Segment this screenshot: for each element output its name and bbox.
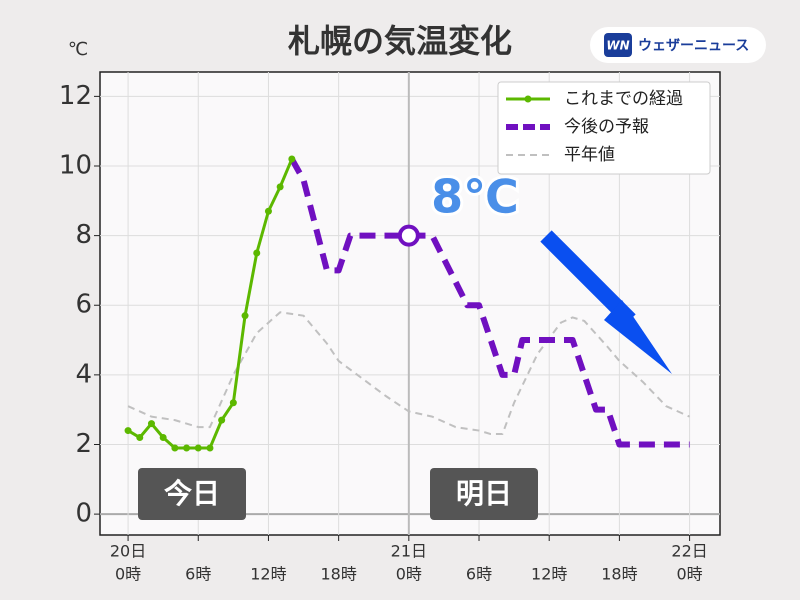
y-tick-label: 4 xyxy=(75,359,92,389)
legend-box xyxy=(497,81,711,175)
data-point xyxy=(183,444,191,452)
current-marker xyxy=(397,224,420,247)
y-tick-label: 6 xyxy=(75,290,92,320)
legend-label: 今後の予報 xyxy=(564,117,649,137)
y-tick-label: 12 xyxy=(59,81,92,111)
today-box xyxy=(138,468,246,520)
data-point xyxy=(253,249,261,257)
series-line xyxy=(127,311,690,436)
brand-pill xyxy=(590,27,766,63)
series-line xyxy=(289,157,690,448)
data-point xyxy=(136,434,144,442)
data-point xyxy=(171,444,179,452)
tomorrow-label: 明日 xyxy=(456,477,512,510)
x-tick-label: 6時 xyxy=(466,565,492,584)
day-label: 20日 xyxy=(110,542,146,561)
x-tick-label: 18時 xyxy=(320,565,356,584)
data-point xyxy=(206,444,214,452)
data-point xyxy=(276,183,284,191)
data-point xyxy=(194,444,202,452)
x-tick-label: 12時 xyxy=(250,565,286,584)
data-point xyxy=(147,420,155,428)
day-label: 21日 xyxy=(391,542,427,561)
annotation: 8℃ xyxy=(431,170,519,224)
today-label: 今日 xyxy=(164,477,220,510)
data-point xyxy=(264,207,272,215)
tomorrow-box xyxy=(430,468,538,520)
x-tick-label: 0時 xyxy=(676,565,702,584)
data-point xyxy=(159,434,167,442)
x-tick-label: 6時 xyxy=(185,565,211,584)
x-tick-label: 0時 xyxy=(115,565,141,584)
lines xyxy=(124,155,690,452)
y-tick-label: 8 xyxy=(75,220,92,250)
day-label: 22日 xyxy=(671,542,707,561)
y-tick-label: 10 xyxy=(59,150,92,180)
data-point xyxy=(124,427,132,435)
data-point xyxy=(288,155,296,163)
legend-label: 平年値 xyxy=(564,145,615,165)
arrow-head xyxy=(604,300,672,374)
brand-name: ウェザーニュース xyxy=(638,38,749,54)
y-tick-label: 0 xyxy=(75,499,92,529)
data-point xyxy=(229,399,237,407)
brand-mark: WN xyxy=(606,39,629,53)
x-tick-label: 0時 xyxy=(396,565,422,584)
y-tick-label: 2 xyxy=(75,429,92,459)
arrow-shaft xyxy=(540,230,636,326)
x-tick-label: 18時 xyxy=(601,565,637,584)
chart-title: 札幌の気温変化 xyxy=(288,22,512,60)
brand-logo xyxy=(604,33,632,57)
data-point xyxy=(218,416,226,424)
x-tick-label: 12時 xyxy=(531,565,567,584)
y-unit: ℃ xyxy=(68,39,88,60)
data-point xyxy=(241,312,249,320)
trend-arrow xyxy=(540,230,672,374)
legend-label: これまでの経過 xyxy=(564,89,683,109)
legend-dot xyxy=(524,95,532,103)
